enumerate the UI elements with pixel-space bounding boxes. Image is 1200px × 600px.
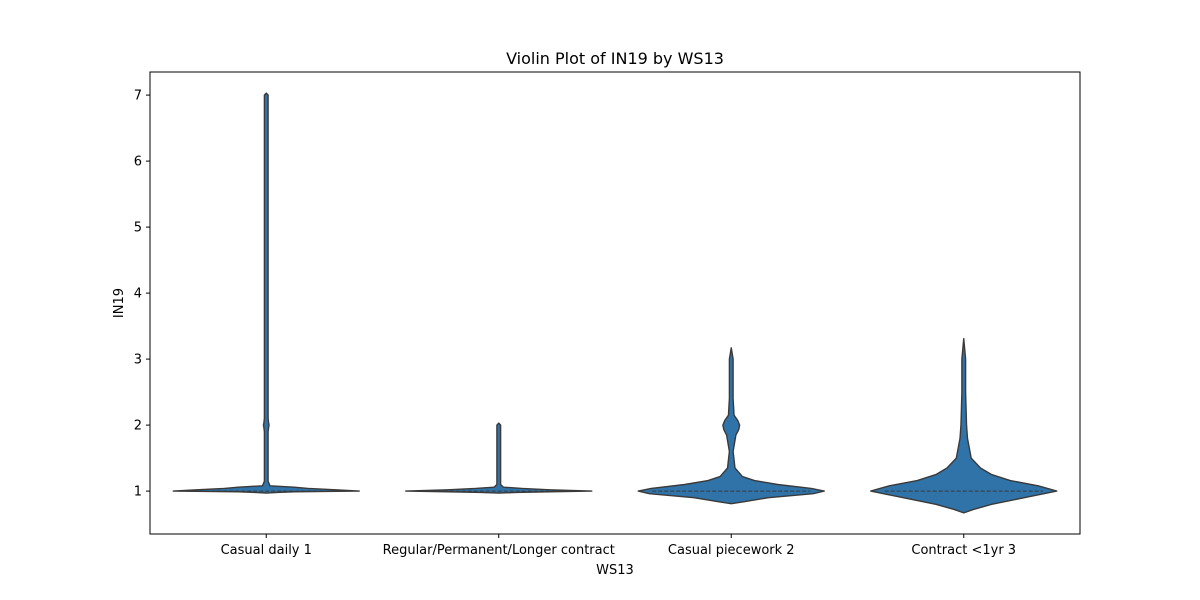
plot-area [172, 92, 1058, 514]
y-tick-label: 6 [134, 155, 142, 170]
x-tick-label: Contract <1yr 3 [911, 543, 1016, 558]
y-tick-label: 4 [134, 287, 142, 302]
violin-body [172, 92, 360, 494]
y-tick-label: 5 [134, 221, 142, 236]
y-tick-label: 2 [134, 419, 142, 434]
violin-body [405, 422, 593, 494]
axes-frame [149, 71, 1081, 535]
y-tick-label: 3 [134, 353, 142, 368]
x-axis-label: WS13 [596, 563, 634, 578]
x-tick-label: Casual daily 1 [221, 543, 312, 558]
x-tick-label: Regular/Permanent/Longer contract [383, 543, 615, 558]
violin-body [870, 337, 1058, 514]
violin-body [637, 347, 825, 505]
y-axis: 1 2 3 4 5 6 7 [134, 89, 150, 500]
y-tick-label: 1 [134, 485, 142, 500]
x-axis: Casual daily 1 Regular/Permanent/Longer c… [221, 534, 1016, 558]
chart-title: Violin Plot of IN19 by WS13 [506, 49, 724, 68]
x-tick-label: Casual piecework 2 [668, 543, 795, 558]
y-axis-label: IN19 [112, 288, 127, 318]
y-tick-label: 7 [134, 89, 142, 104]
